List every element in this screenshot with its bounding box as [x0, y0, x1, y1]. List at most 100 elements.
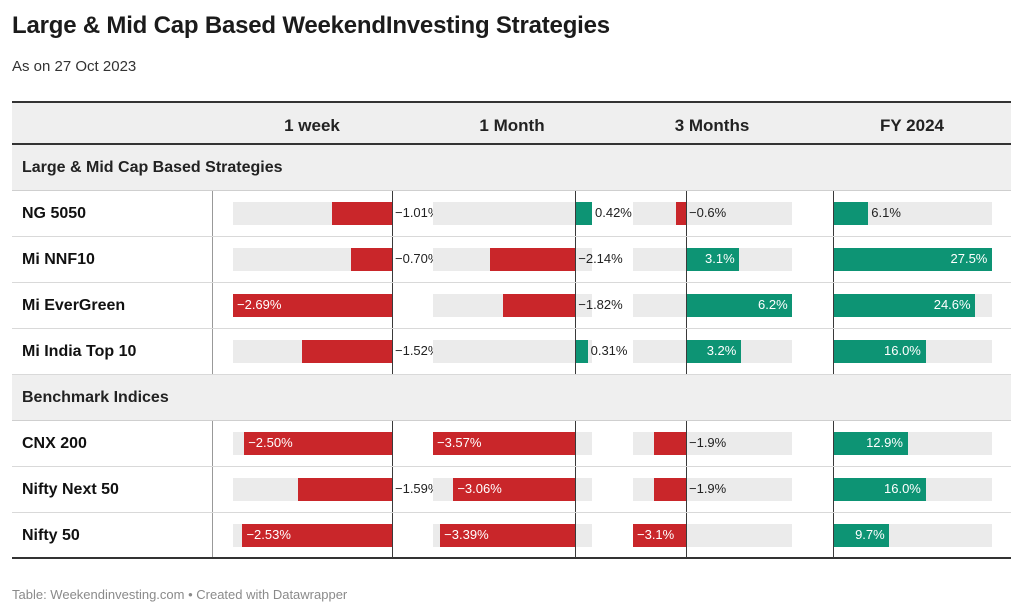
- zero-line: [833, 467, 834, 512]
- positive-value-bar: [833, 340, 926, 363]
- row-label: CNX 200: [22, 435, 87, 452]
- bar-cell-3-months: −1.9%: [612, 421, 812, 466]
- bar-cell-1-week: −0.70%: [212, 237, 439, 282]
- value-label: −1.9%: [689, 481, 727, 496]
- zero-line: [686, 467, 687, 512]
- bar-cell-1-week: −1.52%: [212, 329, 439, 374]
- value-label: −1.52%: [395, 343, 440, 358]
- value-label: 3.1%: [705, 251, 735, 266]
- row-label: Mi India Top 10: [22, 343, 137, 360]
- group-row-benchmark-indices: Benchmark Indices: [12, 375, 1011, 421]
- value-label: −3.39%: [444, 527, 489, 542]
- table-row: Mi EverGreen −2.69% −1.82% 6.2% 24.6%: [12, 283, 1011, 329]
- zero-line: [392, 513, 393, 558]
- negative-value-bar: [302, 340, 392, 363]
- negative-value-bar: [502, 294, 576, 317]
- zero-line: [833, 421, 834, 466]
- row-label: Mi NNF10: [22, 251, 95, 268]
- bar-cell-1-month: 0.31%: [412, 329, 627, 374]
- value-label: 6.1%: [871, 205, 901, 220]
- value-label: 3.2%: [706, 343, 737, 358]
- bar-cell-1-month: −2.14%: [412, 237, 623, 282]
- positive-value-bar: [833, 294, 976, 317]
- negative-value-bar: [233, 294, 392, 317]
- value-label: 6.2%: [758, 297, 788, 312]
- positive-value-bar: [575, 340, 588, 363]
- zero-line: [575, 237, 576, 282]
- zero-line: [686, 191, 687, 236]
- positive-value-bar: [833, 478, 926, 501]
- zero-line: [833, 329, 834, 374]
- bar-cell-3-months: 3.2%: [612, 329, 812, 374]
- bar-cell-3-months: 6.2%: [612, 283, 812, 328]
- bar-cell-fy-2024: 9.7%: [812, 513, 1012, 558]
- table-row: NG 5050 −1.01% 0.42% −0.6% 6.1%: [12, 191, 1011, 237]
- value-label: −3.57%: [437, 435, 482, 450]
- zero-line: [686, 329, 687, 374]
- positive-value-bar: [575, 202, 592, 225]
- bar-cell-1-week: −2.53%: [212, 513, 412, 558]
- bar-cell-3-months: −1.9%: [612, 467, 812, 512]
- value-label: 27.5%: [950, 251, 988, 266]
- bar-cell-fy-2024: 6.1%: [812, 191, 1012, 236]
- value-label: 9.7%: [855, 527, 885, 542]
- zero-line: [686, 237, 687, 282]
- value-label: −0.6%: [689, 205, 727, 220]
- negative-value-bar: [633, 524, 686, 547]
- negative-value-bar: [675, 202, 686, 225]
- performance-table: 1 week 1 Month 3 Months FY 2024 Large & …: [12, 101, 1011, 564]
- value-label: 16.0%: [884, 343, 921, 358]
- row-divider: [212, 329, 213, 374]
- bar-cell-3-months: −3.1%: [612, 513, 812, 558]
- column-header-1-week[interactable]: 1 week: [284, 116, 340, 135]
- negative-value-bar: [653, 432, 686, 455]
- negative-value-bar: [489, 248, 576, 271]
- page-subtitle: As on 27 Oct 2023: [12, 58, 137, 75]
- value-label: −3.1%: [637, 527, 675, 542]
- row-divider: [212, 467, 213, 512]
- page-title: Large & Mid Cap Based WeekendInvesting S…: [12, 12, 610, 39]
- column-header-3-months[interactable]: 3 Months: [674, 116, 750, 135]
- zero-line: [392, 467, 393, 512]
- bar-cell-1-week: −1.59%: [212, 467, 439, 512]
- negative-value-bar: [332, 202, 392, 225]
- negative-value-bar: [244, 432, 392, 455]
- group-label: Large & Mid Cap Based Strategies: [22, 159, 283, 176]
- table-row: Nifty 50 −2.53% −3.39% −3.1% 9.7%: [12, 513, 1011, 559]
- row-divider: [212, 421, 213, 466]
- bar-cell-1-month: −1.82%: [412, 283, 623, 328]
- zero-line: [575, 283, 576, 328]
- zero-line: [833, 513, 834, 558]
- value-label: −3.06%: [457, 481, 502, 496]
- positive-value-bar: [686, 294, 792, 317]
- value-label: −2.14%: [578, 251, 623, 266]
- value-label: −1.01%: [395, 205, 440, 220]
- value-label: 0.31%: [590, 343, 628, 358]
- positive-value-bar: [686, 340, 741, 363]
- value-label: −1.82%: [578, 297, 623, 312]
- table-row: Nifty Next 50 −1.59% −3.06% −1.9% 16.0%: [12, 467, 1011, 513]
- negative-value-bar: [653, 478, 686, 501]
- column-header-1-month[interactable]: 1 Month: [479, 116, 545, 135]
- bar-track: [433, 202, 592, 225]
- zero-line: [833, 283, 834, 328]
- positive-value-bar: [833, 202, 869, 225]
- value-label: 12.9%: [866, 435, 903, 450]
- row-label: NG 5050: [22, 205, 87, 222]
- bar-cell-1-week: −2.69%: [212, 283, 412, 328]
- row-divider: [212, 283, 213, 328]
- positive-value-bar: [686, 248, 739, 271]
- zero-line: [392, 329, 393, 374]
- zero-line: [575, 191, 576, 236]
- bar-cell-3-months: −0.6%: [612, 191, 812, 236]
- zero-line: [833, 191, 834, 236]
- row-divider: [212, 513, 213, 557]
- bar-cell-1-month: −3.06%: [412, 467, 612, 512]
- bar-cell-fy-2024: 16.0%: [812, 329, 1012, 374]
- column-header-fy-2024[interactable]: FY 2024: [880, 116, 944, 135]
- zero-line: [392, 283, 393, 328]
- value-label: 0.42%: [595, 205, 632, 220]
- zero-line: [575, 329, 576, 374]
- zero-line: [392, 191, 393, 236]
- bar-cell-fy-2024: 27.5%: [812, 237, 1012, 282]
